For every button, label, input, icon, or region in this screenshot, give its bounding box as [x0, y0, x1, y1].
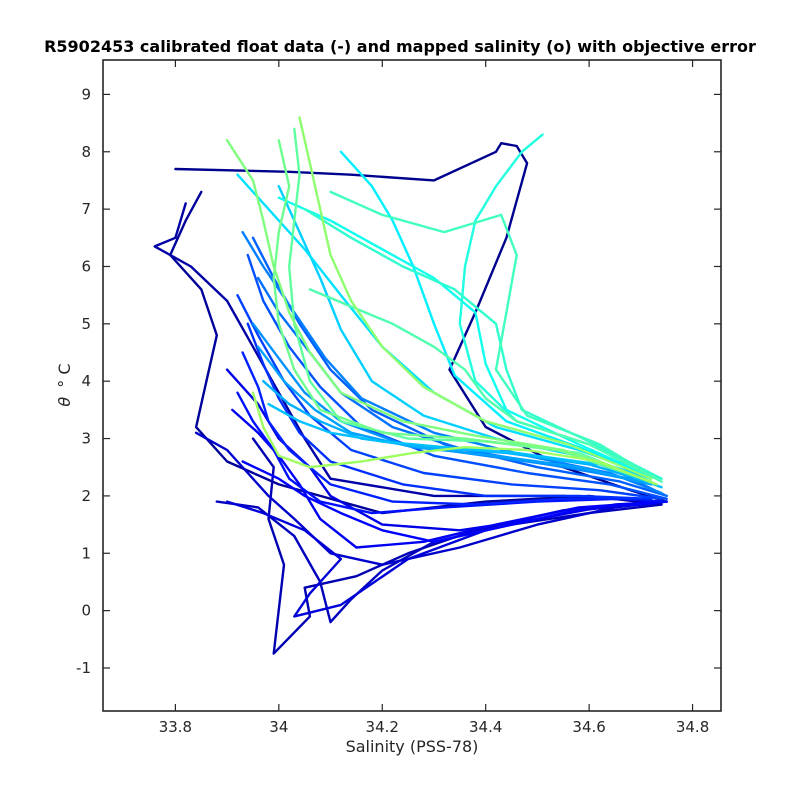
x-tick-label: 34	[269, 718, 288, 736]
profile-line-29	[329, 190, 663, 483]
x-tick-label: 34.8	[676, 718, 709, 736]
profile-line-34	[298, 116, 653, 480]
x-tick-label: 33.8	[159, 718, 192, 736]
chart-title: R5902453 calibrated float data (-) and m…	[44, 37, 756, 56]
profile-line-19	[251, 322, 642, 483]
y-tick-label: -1	[76, 659, 91, 677]
profile-line-12	[241, 351, 642, 506]
y-tick-label: 1	[81, 544, 91, 562]
y-tick-label: 5	[81, 315, 91, 333]
y-tick-label: 0	[81, 602, 91, 620]
profile-line-6	[194, 431, 668, 566]
y-axis-label-symbol: θ	[55, 397, 74, 407]
profile-line-25	[339, 150, 653, 477]
profile-line-11	[236, 391, 668, 515]
profile-line-10	[241, 460, 658, 543]
x-tick-label: 34.6	[572, 718, 605, 736]
profile-line-32	[272, 139, 653, 483]
profile-line-30	[308, 288, 663, 483]
y-tick-label: 3	[81, 430, 91, 448]
y-tick-label: 8	[81, 143, 91, 161]
series-layer	[153, 116, 668, 655]
y-tick-label: 4	[81, 372, 91, 390]
x-axis-label: Salinity (PSS-78)	[346, 737, 479, 756]
y-tick-label: 9	[81, 85, 91, 103]
profile-line-20	[256, 345, 653, 486]
profile-line-35	[251, 391, 658, 486]
plot-area	[103, 60, 721, 711]
profile-line-14	[236, 294, 663, 500]
x-tick-label: 34.4	[469, 718, 502, 736]
y-tick-label: 6	[81, 257, 91, 275]
y-axis-label: θ ° C	[55, 363, 74, 406]
y-axis-label-unit: ° C	[55, 363, 74, 387]
y-tick-label: 2	[81, 487, 91, 505]
profile-line-13	[246, 322, 653, 500]
profile-line-22	[267, 402, 663, 489]
svg-text:θ ° C: θ ° C	[55, 363, 74, 406]
profile-line-1	[174, 141, 668, 503]
profile-line-33	[225, 139, 653, 483]
x-tick-label: 34.2	[366, 718, 399, 736]
y-tick-label: 7	[81, 200, 91, 218]
plot-frame	[102, 59, 722, 712]
